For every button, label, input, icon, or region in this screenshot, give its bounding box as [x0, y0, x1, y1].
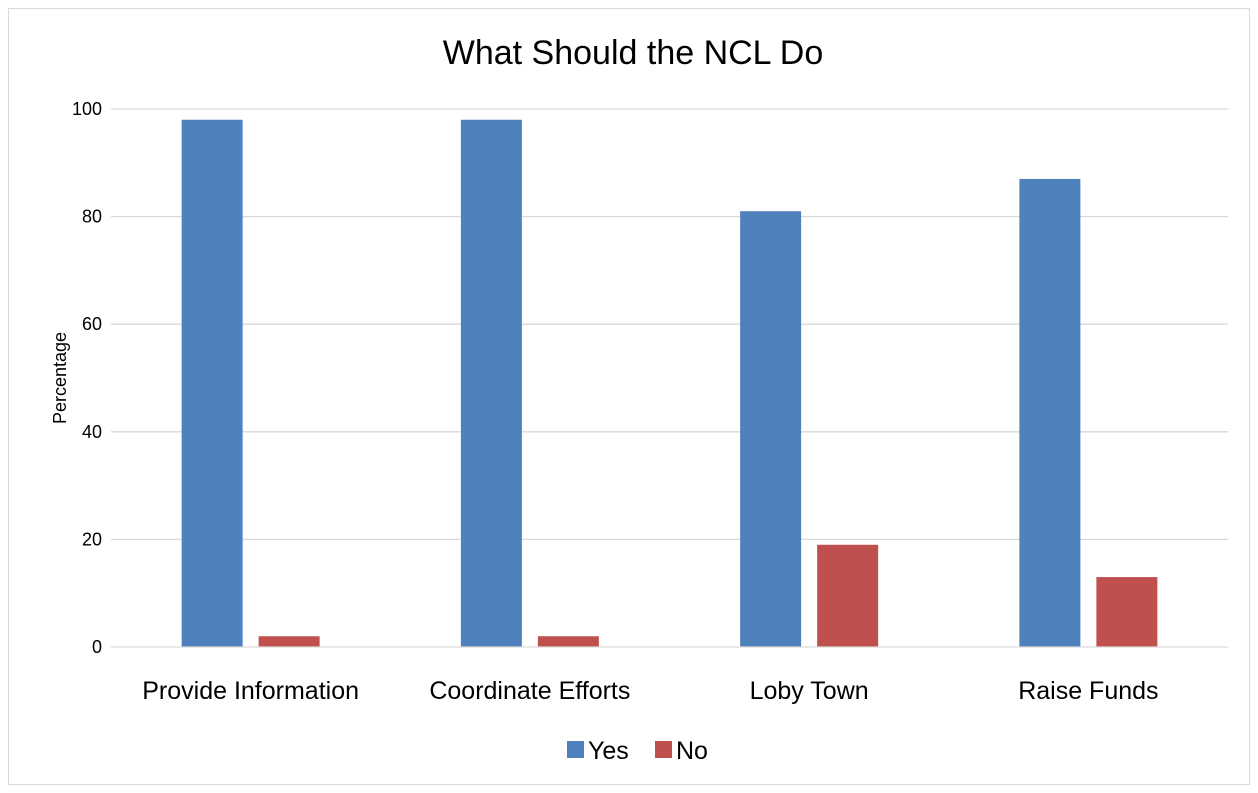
- x-axis-ticks: Provide Information Coordinate Efforts Lob…: [142, 677, 1158, 705]
- bar-no-1: [258, 636, 320, 647]
- y-axis-label: Percentage: [50, 332, 70, 424]
- bar-no-2: [537, 636, 599, 647]
- bar-yes-4: [1019, 178, 1081, 647]
- x-tick-label: Loby Town: [750, 677, 869, 705]
- x-tick-label: Raise Funds: [1018, 677, 1158, 705]
- y-tick-label: 40: [82, 422, 102, 442]
- bars: [181, 119, 1158, 647]
- y-tick-label: 0: [92, 637, 102, 657]
- legend-swatch-yes: [567, 741, 584, 758]
- y-tick-label: 100: [72, 99, 102, 119]
- bar-yes-2: [460, 119, 522, 647]
- legend-label-yes: Yes: [588, 737, 629, 765]
- legend: Yes No: [567, 737, 708, 765]
- legend-label-no: No: [676, 737, 708, 765]
- bar-no-4: [1096, 577, 1158, 647]
- y-tick-label: 80: [82, 207, 102, 227]
- y-axis-ticks: 0 20 40 60 80 100: [72, 99, 102, 657]
- y-tick-label: 60: [82, 314, 102, 334]
- chart-title: What Should the NCL Do: [443, 34, 824, 72]
- bar-yes-3: [740, 211, 802, 647]
- legend-swatch-no: [655, 741, 672, 758]
- x-tick-label: Coordinate Efforts: [429, 677, 630, 705]
- bar-yes-1: [181, 119, 243, 647]
- x-tick-label: Provide Information: [142, 677, 359, 705]
- y-tick-label: 20: [82, 529, 102, 549]
- bar-no-3: [817, 544, 879, 647]
